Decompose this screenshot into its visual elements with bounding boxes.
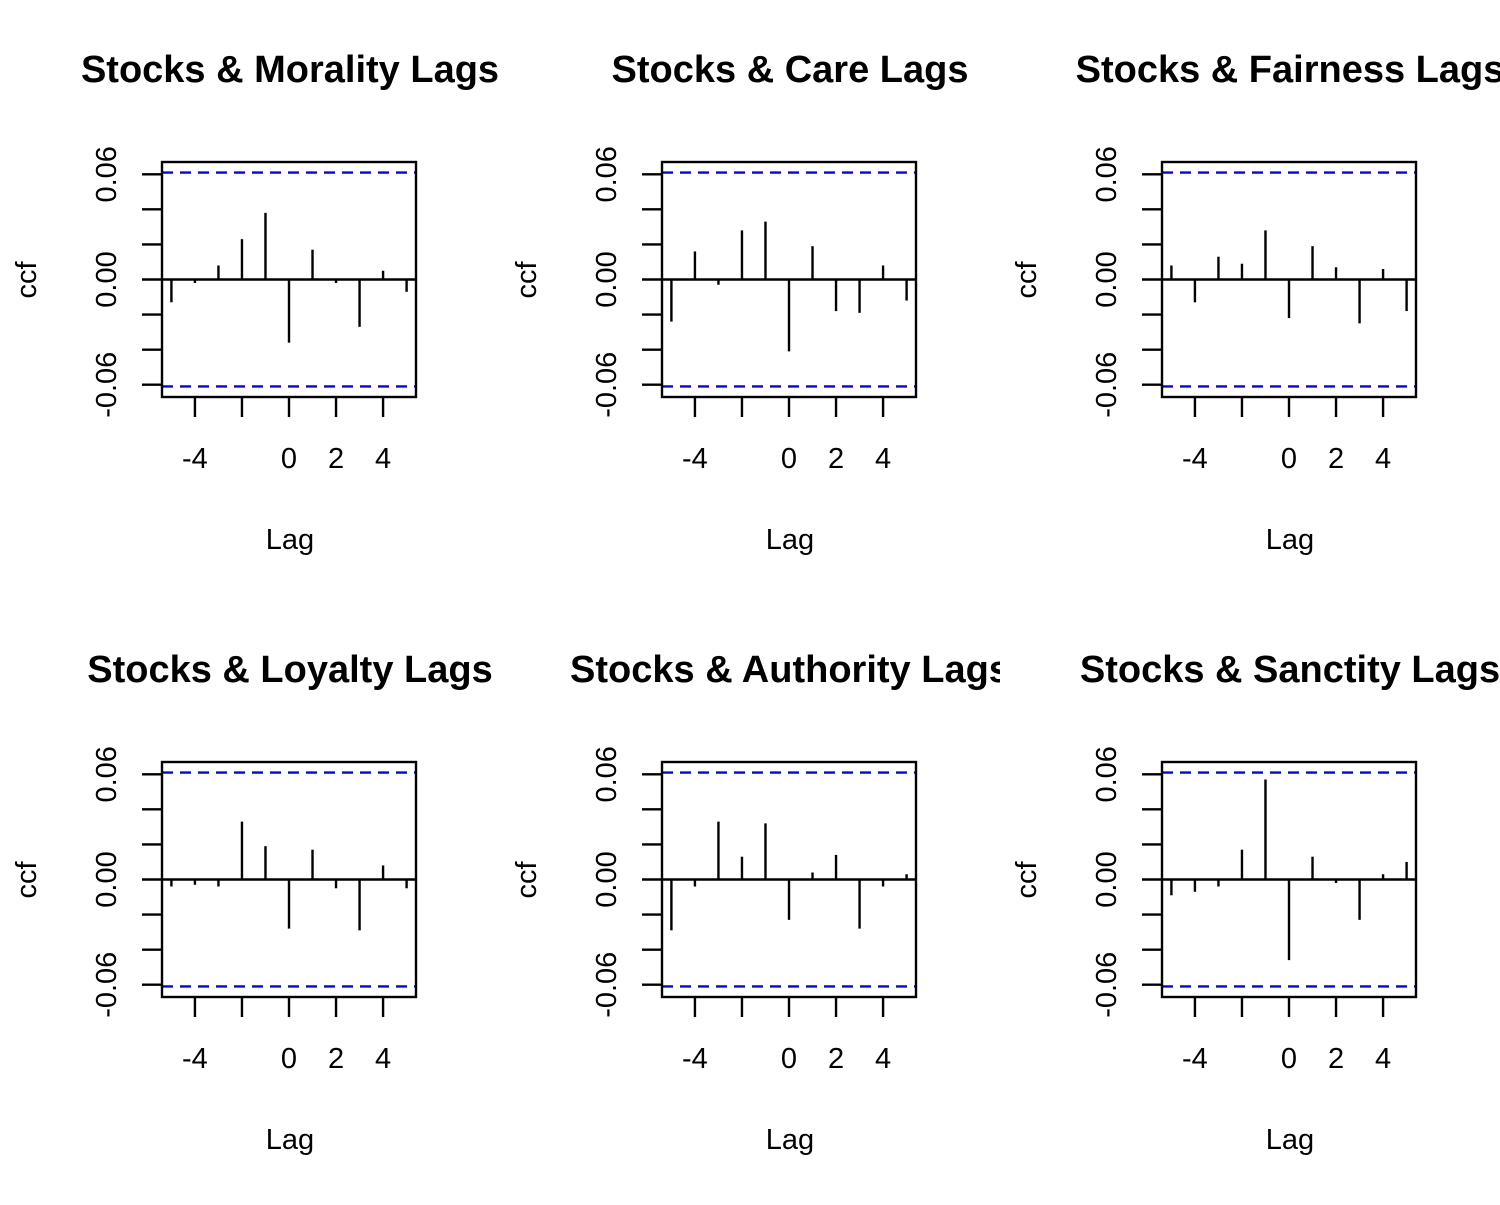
x-tick-label: 0 <box>781 1043 797 1075</box>
x-tick-label: 2 <box>1328 1043 1344 1075</box>
y-axis-label: ccf <box>1011 261 1043 299</box>
y-tick-label: -0.06 <box>91 952 123 1018</box>
x-tick-label: 4 <box>875 1043 891 1075</box>
y-axis-label: ccf <box>11 261 43 299</box>
panel-title: Stocks & Fairness Lags <box>1076 49 1500 91</box>
y-tick-label: 0.00 <box>91 851 123 907</box>
x-tick-label: -4 <box>182 1043 208 1075</box>
x-tick-label: 2 <box>328 443 344 475</box>
ccf-panel: Stocks & Fairness Lags -4 0 2 4 -0.06 0.00 0.06… <box>1011 49 1500 556</box>
y-tick-label: -0.06 <box>91 352 123 418</box>
y-tick-label: 0.06 <box>91 146 123 202</box>
y-axis-label: ccf <box>511 261 543 299</box>
y-axis-label: ccf <box>1011 861 1043 899</box>
x-tick-label: 4 <box>1375 1043 1391 1075</box>
x-tick-label: 2 <box>328 1043 344 1075</box>
x-tick-label: -4 <box>182 443 208 475</box>
y-tick-label: -0.06 <box>591 352 623 418</box>
y-axis-label: ccf <box>11 861 43 899</box>
panel-title: Stocks & Morality Lags <box>81 49 499 91</box>
x-axis-label: Lag <box>1266 524 1314 556</box>
x-axis-label: Lag <box>766 524 814 556</box>
x-axis-label: Lag <box>266 524 314 556</box>
y-tick-label: 0.00 <box>1091 251 1123 307</box>
x-tick-label: 0 <box>281 443 297 475</box>
x-tick-label: 2 <box>1328 443 1344 475</box>
panel-title: Stocks & Sanctity Lags <box>1080 649 1500 691</box>
x-tick-label: 2 <box>828 443 844 475</box>
x-axis-label: Lag <box>266 1124 314 1156</box>
y-tick-label: 0.06 <box>91 746 123 802</box>
y-tick-label: 0.06 <box>591 746 623 802</box>
y-tick-label: 0.00 <box>1091 851 1123 907</box>
ccf-panel: Stocks & Sanctity Lags -4 0 2 4 -0.06 0.00 0.06… <box>1011 649 1500 1156</box>
ccf-panel: Stocks & Morality Lags -4 0 2 4 -0.06 0.00 0.06… <box>11 49 499 556</box>
y-tick-label: 0.00 <box>91 251 123 307</box>
x-tick-label: 4 <box>375 1043 391 1075</box>
y-tick-label: 0.06 <box>1091 146 1123 202</box>
y-tick-label: -0.06 <box>591 952 623 1018</box>
y-tick-label: 0.06 <box>1091 746 1123 802</box>
panel-title: Stocks & Authority Lags <box>570 649 1010 691</box>
x-axis-label: Lag <box>766 1124 814 1156</box>
y-tick-label: 0.06 <box>591 146 623 202</box>
y-tick-label: -0.06 <box>1091 352 1123 418</box>
x-tick-label: 0 <box>1281 1043 1297 1075</box>
ccf-panel: Stocks & Authority Lags -4 0 2 4 -0.06 0.00 0.0… <box>511 649 1010 1156</box>
y-tick-label: 0.00 <box>591 851 623 907</box>
x-tick-label: 2 <box>828 1043 844 1075</box>
x-tick-label: -4 <box>682 443 708 475</box>
x-tick-label: 0 <box>281 1043 297 1075</box>
x-axis-label: Lag <box>1266 1124 1314 1156</box>
x-tick-label: -4 <box>1182 1043 1208 1075</box>
y-tick-label: 0.00 <box>591 251 623 307</box>
x-tick-label: 0 <box>1281 443 1297 475</box>
ccf-panel: Stocks & Loyalty Lags -4 0 2 4 -0.06 0.00 0.06 L… <box>11 649 493 1156</box>
ccf-panel: Stocks & Care Lags -4 0 2 4 -0.06 0.00 0.06 Lag c… <box>511 49 968 556</box>
x-tick-label: -4 <box>1182 443 1208 475</box>
x-tick-label: 0 <box>781 443 797 475</box>
x-tick-label: 4 <box>875 443 891 475</box>
panel-title: Stocks & Care Lags <box>612 49 969 91</box>
y-axis-label: ccf <box>511 861 543 899</box>
x-tick-label: 4 <box>375 443 391 475</box>
x-tick-label: 4 <box>1375 443 1391 475</box>
panel-title: Stocks & Loyalty Lags <box>87 649 492 691</box>
x-tick-label: -4 <box>682 1043 708 1075</box>
y-tick-label: -0.06 <box>1091 952 1123 1018</box>
